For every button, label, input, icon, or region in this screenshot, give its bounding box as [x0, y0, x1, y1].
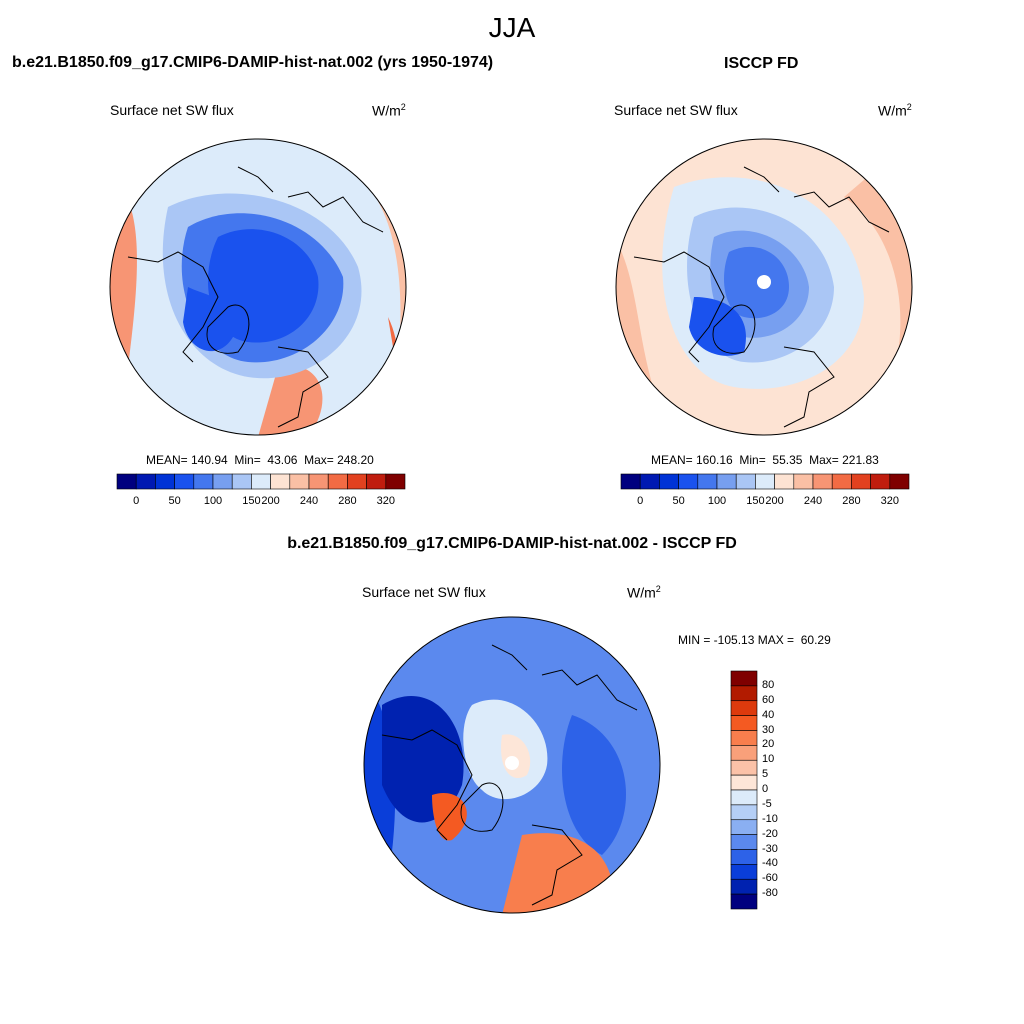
colorbar-difference-tick-label: 30 — [762, 723, 775, 736]
colorbar-observed-tick-label: 240 — [803, 495, 823, 507]
colorbar-difference-tick-label: 80 — [762, 678, 775, 691]
colorbar-difference-box — [730, 745, 758, 761]
colorbar-model-tick-label: 50 — [168, 495, 181, 507]
colorbar-difference-box — [730, 715, 758, 731]
colorbar-difference-tick-label: 60 — [762, 693, 775, 706]
colorbar-difference-box — [730, 878, 758, 895]
colorbar-difference-tick-label: 40 — [762, 708, 775, 721]
colorbar-observed-box — [735, 473, 756, 490]
colorbar-observed — [620, 473, 910, 490]
colorbar-difference-box — [730, 700, 758, 716]
colorbar-model-box — [174, 473, 195, 490]
main-title: JJA — [488, 12, 536, 43]
colorbar-difference-tick-label: 10 — [762, 753, 775, 766]
colorbar-observed-tick-label: 150 — [746, 495, 765, 507]
panel-2-title: ISCCP FD — [724, 55, 799, 72]
colorbar-observed-box — [889, 473, 910, 490]
colorbar-difference-box — [730, 834, 758, 850]
colorbar-model-tick-label: 320 — [376, 495, 395, 507]
colorbar-observed-box — [870, 473, 891, 490]
colorbar-difference-box — [730, 819, 758, 835]
colorbar-difference-ticks: 80 60 40 30 20 10 5 0 -5 -10 -20 -30 -40 -60 -80 — [762, 670, 802, 910]
colorbar-model-box — [251, 473, 271, 490]
panel-3-variable-label: Surface net SW flux — [362, 584, 486, 600]
colorbar-difference-tick-label: 0 — [762, 783, 769, 795]
colorbar-observed-box — [620, 473, 641, 490]
colorbar-observed-ticks: 0 50 100 150 200 240 280 320 — [620, 495, 910, 509]
colorbar-observed-tick-label: 50 — [672, 495, 685, 507]
colorbar-model-box — [289, 473, 310, 490]
colorbar-observed-box — [678, 473, 699, 490]
colorbar-observed-tick-label: 200 — [765, 495, 784, 507]
map-observed — [615, 138, 913, 436]
panel-2-units: W/m2 — [878, 102, 912, 119]
colorbar-observed-box — [774, 473, 795, 490]
colorbar-observed-box — [851, 473, 871, 490]
colorbar-difference-tick-label: 20 — [762, 738, 775, 751]
colorbar-model-box — [155, 473, 175, 490]
panel-2-stats: MEAN= 160.16 Min= 55.35 Max= 221.83 — [651, 453, 879, 467]
colorbar-model — [116, 473, 406, 490]
colorbar-observed-box — [812, 473, 833, 490]
colorbar-model-tick-label: 280 — [338, 495, 357, 507]
colorbar-observed-tick-label: 0 — [637, 495, 644, 507]
colorbar-model-tick-label: 200 — [261, 495, 280, 507]
colorbar-model-box — [327, 473, 348, 490]
colorbar-model-tick-label: 100 — [203, 495, 223, 507]
panel-3-stats: MIN = -105.13 MAX = 60.29 — [678, 633, 831, 647]
colorbar-model-tick-label: 240 — [299, 495, 319, 507]
map-difference — [363, 616, 661, 914]
colorbar-model-box — [193, 473, 214, 490]
colorbar-model-box — [212, 473, 233, 490]
colorbar-difference-box — [730, 685, 758, 702]
colorbar-difference — [730, 670, 758, 910]
colorbar-model-box — [270, 473, 291, 490]
colorbar-difference-tick-label: -5 — [762, 797, 772, 810]
colorbar-difference-tick-label: -80 — [762, 887, 778, 900]
colorbar-difference-box — [730, 759, 758, 776]
colorbar-model-tick-label: 0 — [133, 495, 140, 507]
colorbar-difference-box — [730, 730, 758, 746]
colorbar-observed-box — [716, 473, 737, 490]
colorbar-difference-tick-label: -10 — [762, 812, 778, 825]
colorbar-model-box — [385, 473, 406, 490]
colorbar-difference-tick-label: -60 — [762, 872, 778, 885]
colorbar-model-box — [135, 473, 156, 490]
colorbar-observed-box — [793, 473, 814, 490]
panel-3-units: W/m2 — [627, 584, 661, 601]
colorbar-observed-box — [659, 473, 679, 490]
colorbar-difference-box — [730, 849, 758, 865]
colorbar-model-box — [231, 473, 252, 490]
colorbar-difference-box — [730, 670, 758, 687]
panel-1-units: W/m2 — [372, 102, 406, 119]
colorbar-difference-box — [730, 789, 758, 806]
colorbar-difference-box — [730, 804, 758, 821]
panel-1-title: b.e21.B1850.f09_g17.CMIP6-DAMIP-hist-nat… — [12, 54, 494, 71]
colorbar-difference-box — [730, 774, 758, 791]
panel-1-stats: MEAN= 140.94 Min= 43.06 Max= 248.20 — [146, 453, 374, 467]
map-model — [109, 138, 407, 436]
colorbar-model-ticks: 0 50 100 150 200 240 280 320 — [116, 495, 406, 509]
colorbar-observed-box — [697, 473, 718, 490]
colorbar-difference-box — [730, 864, 758, 880]
colorbar-model-box — [116, 473, 137, 490]
colorbar-difference-tick-label: -40 — [762, 857, 778, 870]
colorbar-model-box — [366, 473, 387, 490]
panel-1-variable-label: Surface net SW flux — [110, 102, 234, 118]
colorbar-model-box — [308, 473, 329, 490]
colorbar-observed-box — [831, 473, 852, 490]
colorbar-observed-box — [755, 473, 775, 490]
colorbar-observed-tick-label: 280 — [842, 495, 861, 507]
colorbar-difference-box — [730, 893, 758, 910]
panel-3-title: b.e21.B1850.f09_g17.CMIP6-DAMIP-hist-nat… — [287, 535, 737, 552]
panel-2-variable-label: Surface net SW flux — [614, 102, 738, 118]
colorbar-observed-box — [639, 473, 660, 490]
colorbar-difference-tick-label: 5 — [762, 768, 769, 781]
colorbar-difference-tick-label: -30 — [762, 842, 778, 855]
colorbar-model-tick-label: 150 — [242, 495, 261, 507]
colorbar-observed-tick-label: 100 — [707, 495, 727, 507]
colorbar-observed-tick-label: 320 — [880, 495, 899, 507]
colorbar-model-box — [347, 473, 367, 490]
colorbar-difference-tick-label: -20 — [762, 827, 778, 840]
